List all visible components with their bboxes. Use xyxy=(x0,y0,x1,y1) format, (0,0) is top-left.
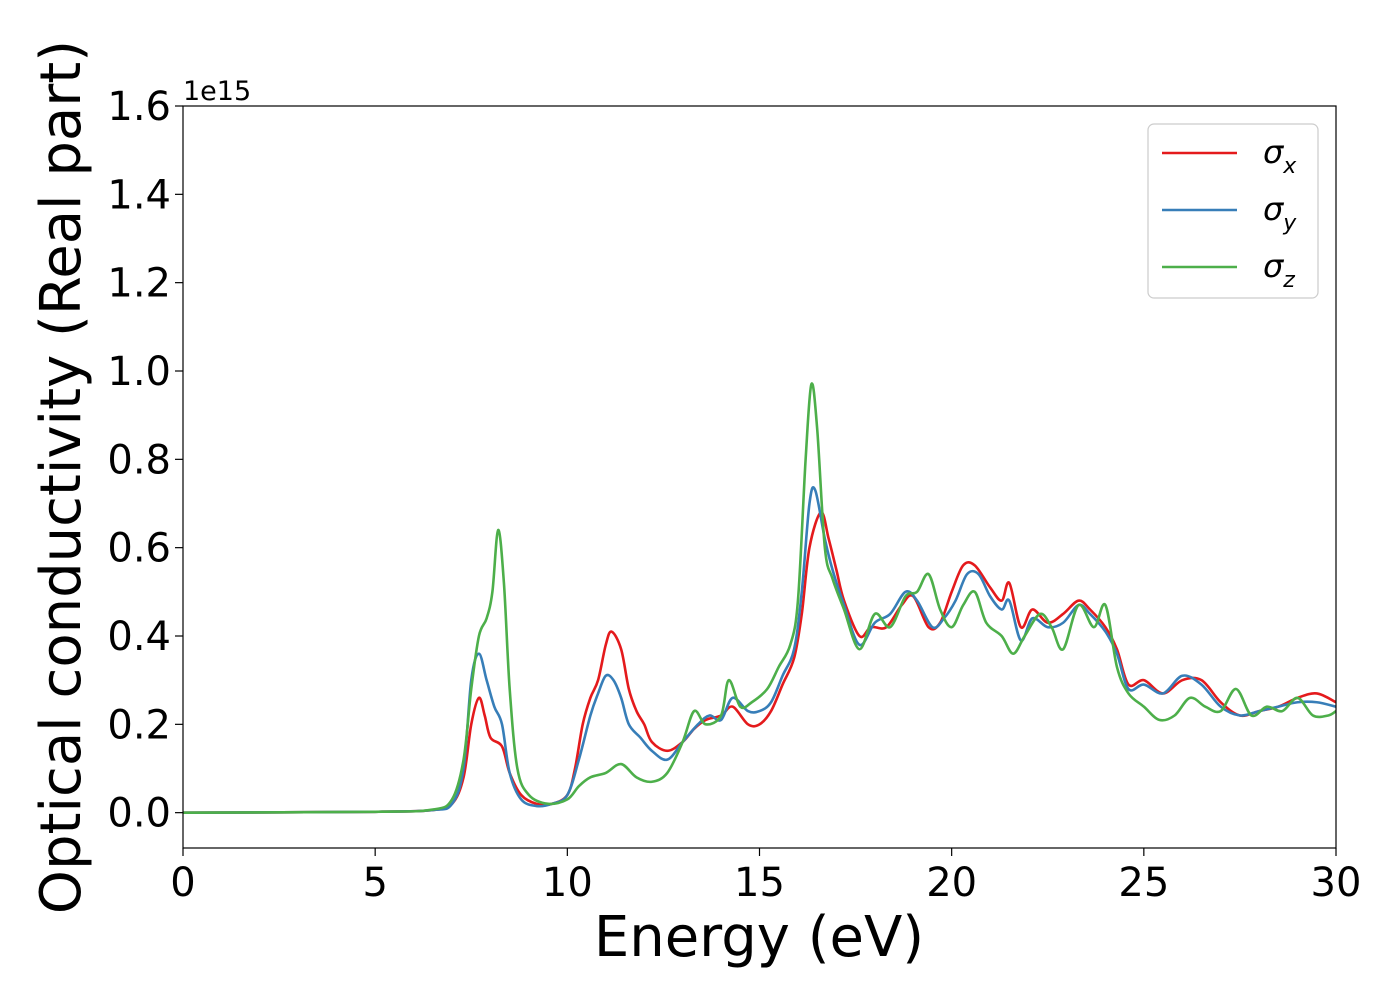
series-layer xyxy=(183,382,1336,814)
y-tick-label: 1.4 xyxy=(107,172,171,218)
x-axis-label: Energy (eV) xyxy=(594,905,924,970)
y-tick-label: 0.4 xyxy=(107,614,171,660)
series-line-z xyxy=(183,382,1336,814)
series-line-x xyxy=(183,511,1336,814)
y-tick-label: 1.2 xyxy=(107,261,171,307)
y-offset-label: 1e15 xyxy=(183,76,251,107)
x-tick-label: 15 xyxy=(734,860,785,906)
y-tick-label: 1.6 xyxy=(107,84,171,130)
x-tick-label: 10 xyxy=(542,860,593,906)
x-tick-label: 20 xyxy=(926,860,977,906)
y-tick-label: 1.0 xyxy=(107,349,171,395)
y-axis-label: Optical conductivity (Real part) xyxy=(29,40,94,914)
y-tick-label: 0.2 xyxy=(107,702,171,748)
y-tick-label: 0.0 xyxy=(107,791,171,837)
x-tick-label: 30 xyxy=(1311,860,1362,906)
y-tick-label: 0.8 xyxy=(107,437,171,483)
x-tick-label: 5 xyxy=(362,860,387,906)
y-axis: 0.0 0.2 0.4 0.6 0.8 1.0 1.2 1.4 1.6 xyxy=(107,84,183,837)
x-tick-label: 0 xyxy=(170,860,195,906)
x-axis: 0 5 10 15 20 25 30 xyxy=(170,848,1361,906)
x-tick-label: 25 xyxy=(1118,860,1169,906)
y-tick-label: 0.6 xyxy=(107,526,171,572)
